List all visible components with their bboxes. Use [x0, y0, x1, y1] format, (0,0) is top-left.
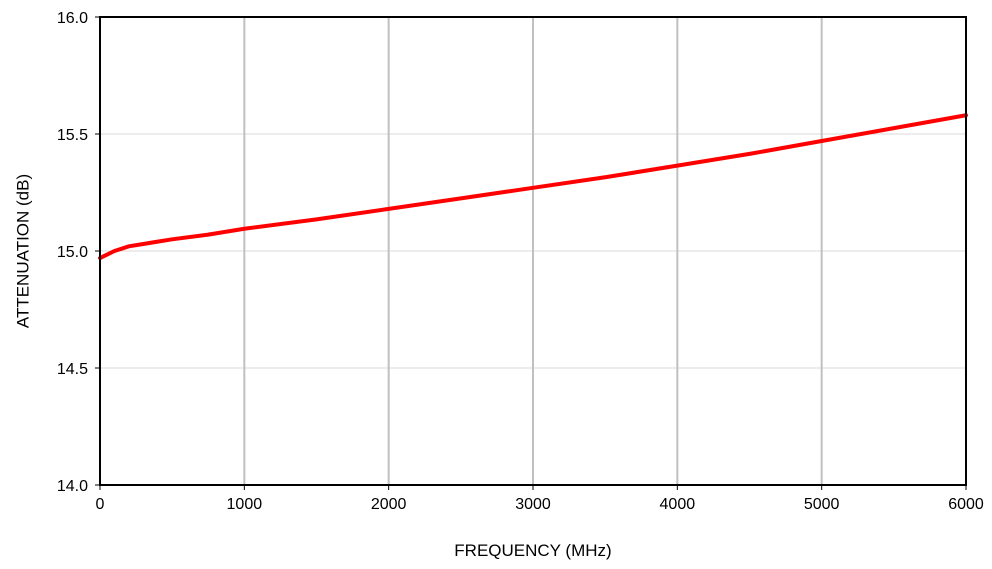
tick-layer: 0 1000 2000 3000 4000 5000 6000 14.0 14.5 15.0 15.…: [57, 10, 984, 513]
x-tick-label: 1000: [227, 496, 263, 513]
series-layer: [98, 113, 968, 261]
y-tick-label: 14.0: [57, 478, 88, 495]
x-tick-label: 6000: [948, 496, 984, 513]
x-tick-label: 5000: [804, 496, 840, 513]
y-tick-label: 15.0: [57, 244, 88, 261]
x-tick-label: 4000: [660, 496, 696, 513]
y-tick-label: 15.5: [57, 127, 88, 144]
y-tick-label: 16.0: [57, 10, 88, 27]
x-tick-label: 2000: [371, 496, 407, 513]
x-axis-title: FREQUENCY (MHz): [454, 541, 611, 560]
y-tick-label: 14.5: [57, 361, 88, 378]
x-tick-label: 3000: [515, 496, 551, 513]
x-tick-label: 0: [96, 496, 105, 513]
grid-layer: [100, 17, 966, 485]
series-line: [98, 113, 968, 261]
y-axis-title: ATTENUATION (dB): [13, 174, 32, 328]
